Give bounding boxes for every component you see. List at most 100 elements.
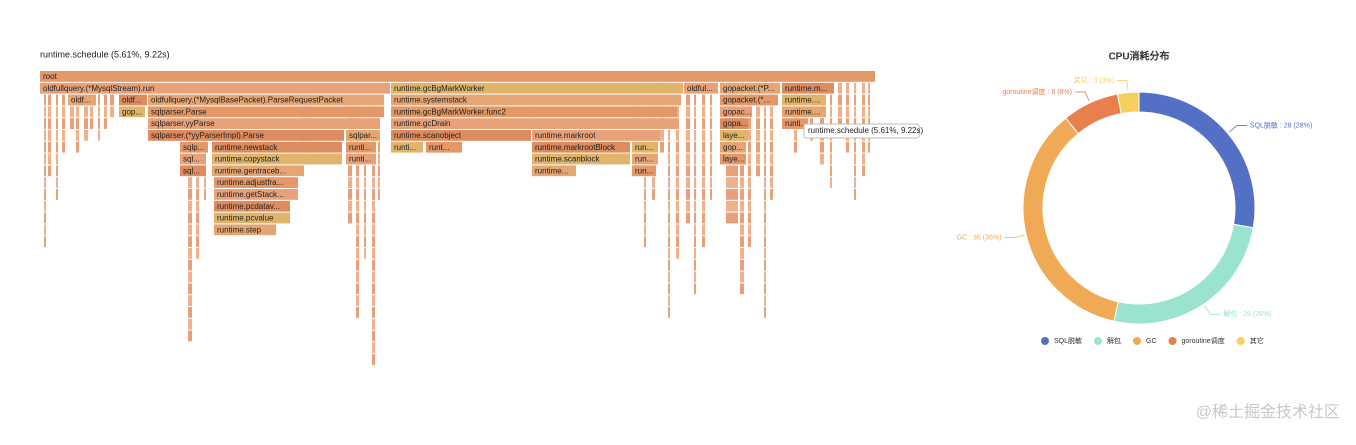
flame-frame — [868, 106, 870, 118]
flame-frame — [391, 106, 677, 118]
flame-frame — [764, 271, 766, 283]
flame-frame — [702, 212, 705, 224]
slice-label: 其它 : 3 (3%) — [1074, 75, 1114, 84]
flame-frame — [702, 106, 705, 118]
flame-frame — [830, 94, 832, 106]
flame-label: runti... — [394, 143, 416, 152]
flame-frame — [764, 153, 766, 165]
flame-frame — [188, 200, 192, 212]
flame-frame — [720, 153, 746, 165]
legend: SQL脱敏 解包 GC goroutine调度 其它 — [1041, 336, 1264, 345]
flame-frame — [104, 94, 107, 106]
flame-frame — [372, 165, 375, 177]
flame-frame — [756, 141, 760, 153]
flame-frame — [76, 106, 79, 118]
flame-frame — [348, 189, 352, 200]
flame-frame — [770, 165, 773, 177]
flame-frame — [356, 271, 359, 283]
flame-frame — [694, 130, 696, 141]
flame-frame — [364, 200, 366, 212]
flame-frame — [756, 106, 760, 118]
slice-label: 解包 : 26 (26%) — [1223, 309, 1271, 318]
flame-label: laye... — [723, 155, 744, 164]
flame-frame — [346, 130, 380, 141]
flame-frame — [44, 130, 46, 141]
flame-frame — [196, 224, 199, 236]
flame-frame — [756, 130, 760, 141]
flame-frame — [764, 224, 766, 236]
flame-frame — [686, 130, 690, 141]
flame-label: runti... — [349, 155, 371, 164]
flame-frame — [44, 200, 46, 212]
tooltip: runtime.schedule (5.61%, 9.22s) — [803, 123, 924, 139]
flame-frame — [770, 106, 773, 118]
flame-frame — [98, 118, 100, 129]
flame-frame — [770, 177, 773, 188]
label-line — [1075, 91, 1090, 102]
flame-frame — [702, 153, 705, 165]
flame-frame — [372, 307, 375, 318]
donut-slice — [1116, 91, 1140, 115]
flame-frame — [748, 118, 751, 129]
flame-label: runtime.gentraceb... — [215, 166, 286, 175]
flame-frame — [756, 118, 760, 129]
flame-frame — [740, 165, 744, 177]
flame-frame — [694, 141, 696, 153]
flame-frame — [348, 165, 352, 177]
flame-frame — [110, 94, 114, 106]
flame-label: root — [43, 72, 58, 81]
flame-frame — [676, 118, 679, 129]
flame-frame — [668, 271, 670, 283]
flame-frame — [676, 248, 679, 259]
flame-label: runtime.m... — [785, 84, 827, 93]
flame-frame — [356, 295, 359, 306]
flame-frame — [644, 236, 646, 247]
flame-frame — [372, 200, 375, 212]
flame-frame — [748, 141, 751, 153]
flame-label: sql... — [183, 155, 200, 164]
flame-frame — [668, 189, 670, 200]
flame-frame — [652, 177, 655, 188]
flame-frame — [372, 212, 375, 224]
legend-marker — [1133, 337, 1142, 345]
flame-frame — [694, 236, 696, 247]
flame-frame — [710, 189, 712, 200]
flame-frame — [830, 153, 832, 165]
flame-frame — [652, 189, 655, 200]
flame-frame — [44, 141, 46, 153]
flame-frame — [794, 130, 797, 141]
flame-frame — [180, 165, 206, 177]
flame-frame — [764, 130, 766, 141]
flame-frame — [372, 295, 375, 306]
flame-frame — [726, 165, 738, 177]
flame-frame — [710, 141, 712, 153]
flame-label: oldf... — [122, 96, 142, 105]
flame-frame — [110, 106, 114, 118]
flame-frame — [770, 118, 773, 129]
flame-frame — [348, 177, 352, 188]
flame-frame — [532, 165, 576, 177]
flame-frame — [668, 177, 670, 188]
flame-frame — [372, 189, 375, 200]
flame-frame — [710, 130, 712, 141]
flame-label: runtime.pcvalue — [217, 214, 274, 223]
flame-frame — [532, 141, 630, 153]
flame-frame — [76, 130, 79, 141]
flame-frame — [702, 141, 705, 153]
flame-label: runtime.markrootBlock — [535, 143, 616, 152]
flame-frame — [391, 82, 683, 94]
flame-label: runt... — [429, 143, 449, 152]
flame-frame — [372, 236, 375, 247]
flame-frame — [372, 177, 375, 188]
flame-frame — [782, 118, 808, 129]
flame-frame — [694, 153, 696, 165]
flame-frame — [119, 94, 147, 106]
legend-label: goroutine调度 — [1182, 336, 1225, 345]
flame-frame — [702, 165, 705, 177]
flame-frame — [212, 165, 302, 177]
flame-label: runtime.gcBgMarkWorker.func2 — [394, 107, 506, 116]
flame-frame — [214, 189, 298, 200]
flame-label: runtime.scanblock — [535, 155, 600, 164]
flame-frame — [854, 165, 856, 177]
flame-frame — [686, 200, 690, 212]
